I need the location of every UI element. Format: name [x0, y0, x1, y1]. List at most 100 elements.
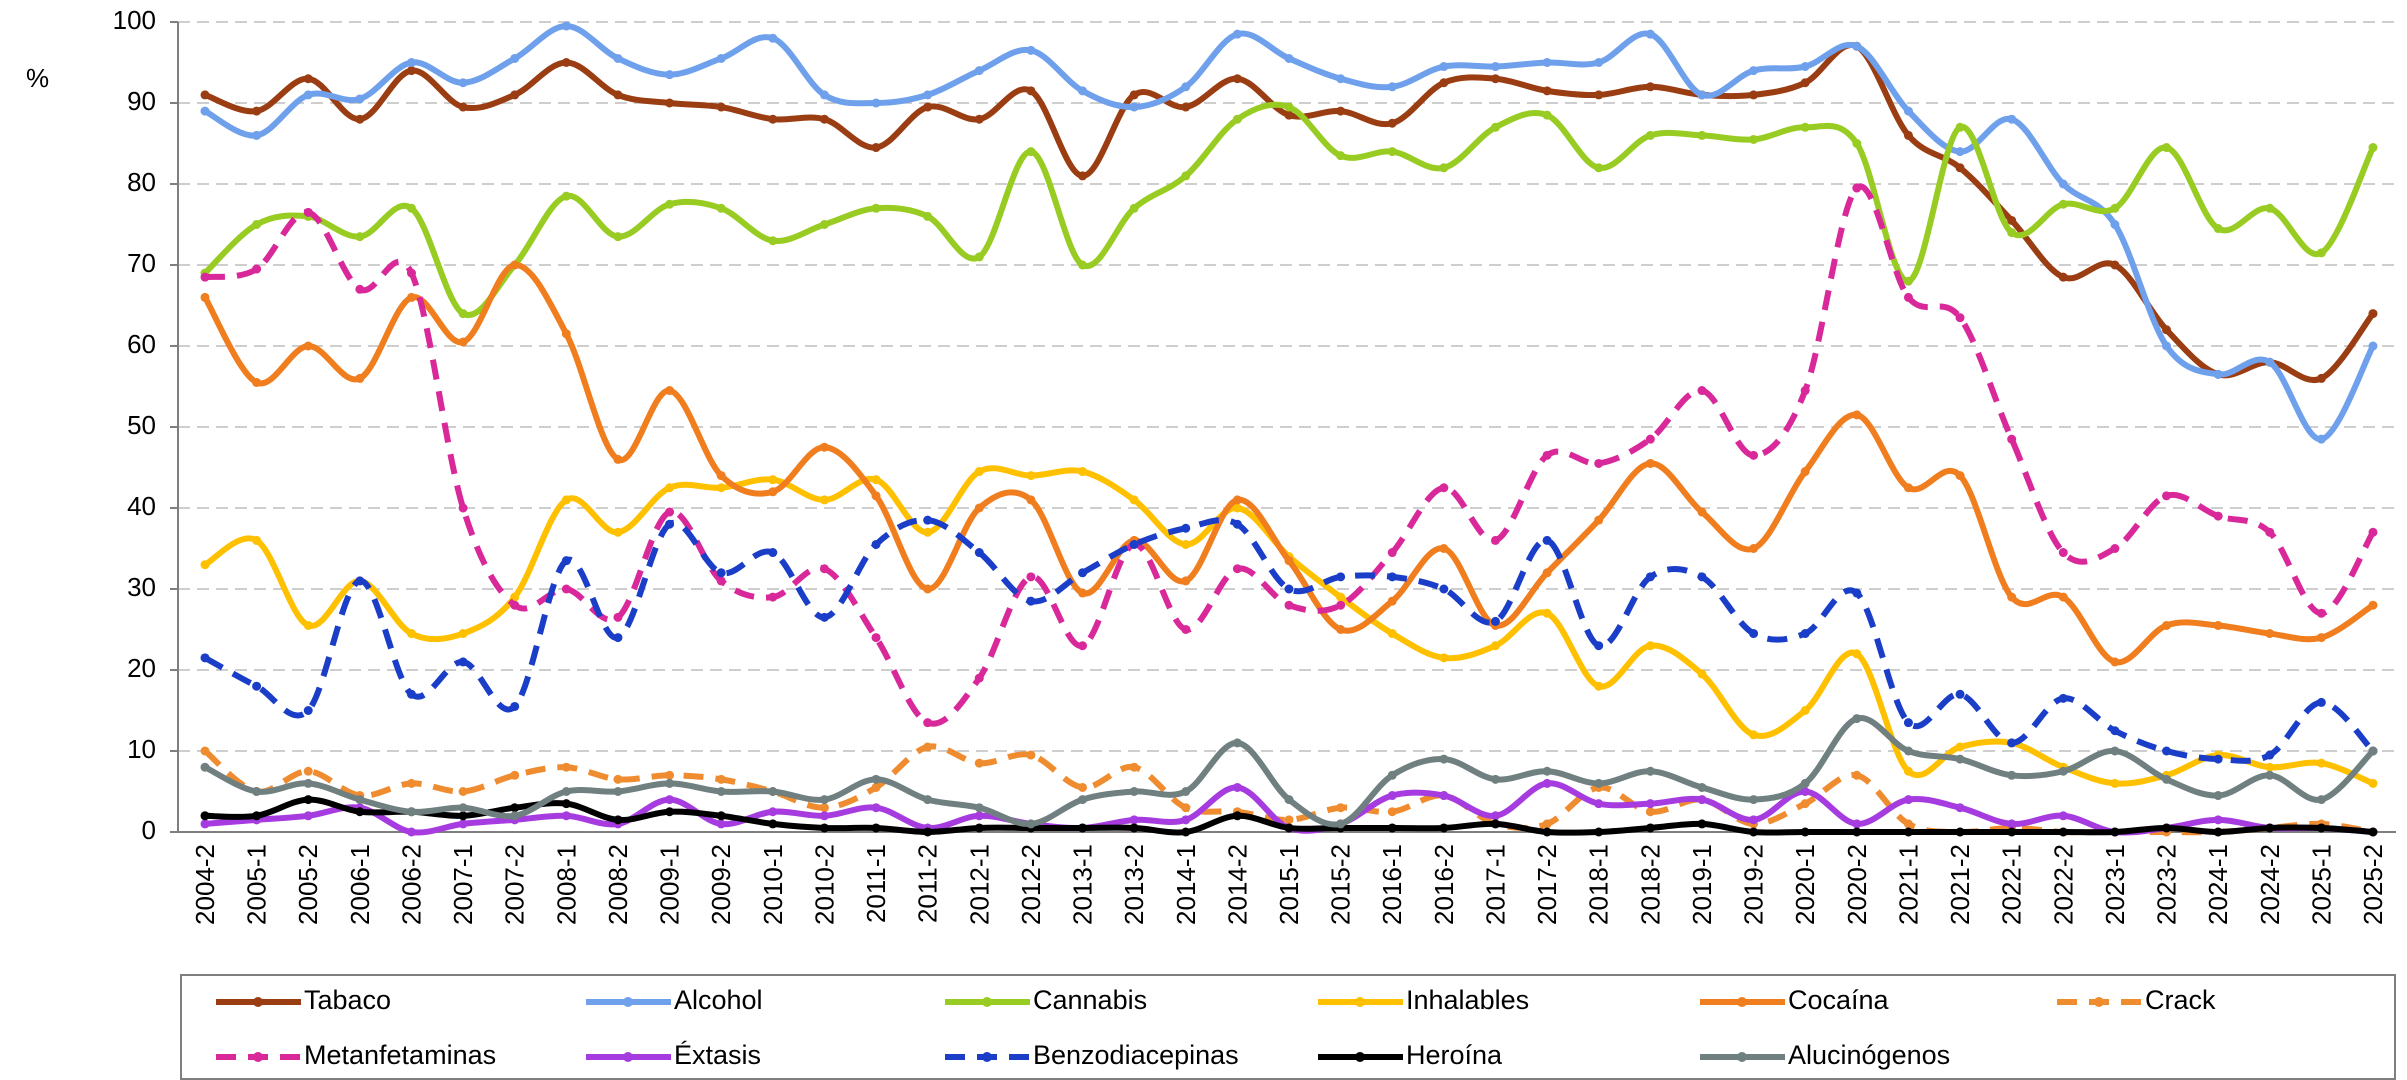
point: [1439, 62, 1449, 72]
point: [2110, 203, 2120, 213]
y-tick-label: 20: [127, 653, 156, 683]
point: [716, 568, 726, 578]
x-tick-label: 2019-2: [1739, 844, 1769, 925]
point: [2110, 657, 2120, 667]
point: [1284, 110, 1294, 120]
point: [1594, 90, 1604, 100]
point: [1181, 523, 1191, 533]
legend-marker: [2094, 997, 2104, 1007]
point: [665, 98, 675, 108]
point: [1542, 819, 1552, 829]
point: [1800, 122, 1810, 132]
y-tick-label: 80: [127, 167, 156, 197]
point: [2213, 827, 2223, 837]
point: [2058, 179, 2068, 189]
point: [1852, 819, 1862, 829]
point: [1749, 815, 1759, 825]
point: [1078, 588, 1088, 598]
point: [1232, 811, 1242, 821]
point: [252, 264, 262, 274]
point: [2213, 815, 2223, 825]
point: [561, 787, 571, 796]
point: [252, 106, 262, 116]
point: [1387, 823, 1397, 833]
x-tick-label: 2006-1: [345, 844, 375, 925]
point: [2316, 823, 2326, 833]
point: [1439, 163, 1449, 173]
point: [923, 718, 933, 728]
point: [1955, 689, 1965, 699]
point: [1490, 122, 1500, 132]
point: [355, 795, 365, 805]
point: [1232, 29, 1242, 39]
legend-marker: [1737, 997, 1747, 1007]
point: [1284, 102, 1294, 112]
point: [1439, 791, 1449, 801]
point: [458, 337, 468, 347]
point: [2316, 373, 2326, 383]
point: [510, 53, 520, 63]
x-tick-label: 2009-2: [706, 844, 736, 925]
point: [561, 584, 571, 594]
point: [1387, 82, 1397, 92]
point: [871, 143, 881, 153]
point: [2162, 620, 2172, 630]
point: [2058, 199, 2068, 209]
point: [1749, 629, 1759, 639]
point: [1697, 507, 1707, 517]
x-tick-label: 2020-1: [1790, 844, 1820, 925]
point: [1284, 584, 1294, 594]
point: [1439, 653, 1449, 663]
point: [1594, 778, 1604, 788]
point: [1645, 82, 1655, 92]
x-tick-label: 2004-2: [190, 844, 220, 925]
point: [665, 507, 675, 517]
point: [1439, 584, 1449, 594]
x-tick-label: 2021-2: [1945, 844, 1975, 925]
point: [355, 114, 365, 124]
series-line: [202, 101, 2376, 319]
legend-label: Crack: [2145, 985, 2216, 1015]
x-tick-label: 2014-1: [1171, 844, 1201, 925]
point: [1542, 766, 1552, 776]
point: [974, 548, 984, 558]
point: [1181, 803, 1191, 813]
point: [1232, 114, 1242, 124]
point: [1026, 572, 1036, 582]
point: [1387, 572, 1397, 582]
point: [2162, 491, 2172, 501]
legend-label: Metanfetaminas: [304, 1040, 496, 1070]
point: [458, 629, 468, 639]
point: [2058, 693, 2068, 703]
x-tick-label: 2020-2: [1842, 844, 1872, 925]
point: [200, 272, 210, 282]
point: [2162, 341, 2172, 351]
point: [1645, 458, 1655, 468]
point: [406, 778, 416, 788]
point: [819, 90, 829, 100]
point: [406, 807, 416, 817]
point: [1697, 819, 1707, 829]
point: [1542, 535, 1552, 545]
point: [1697, 130, 1707, 140]
x-tick-label: 2017-1: [1480, 844, 1510, 925]
point: [200, 762, 210, 772]
legend-marker: [982, 997, 992, 1007]
point: [1852, 649, 1862, 659]
point: [561, 21, 571, 31]
point: [974, 66, 984, 76]
point: [665, 199, 675, 209]
point: [1594, 58, 1604, 67]
point: [1955, 313, 1965, 323]
point: [2162, 143, 2172, 153]
point: [2058, 548, 2068, 558]
legend-marker: [253, 1052, 263, 1062]
point: [871, 203, 881, 213]
point: [561, 556, 571, 566]
x-tick-label: 2015-2: [1326, 844, 1356, 925]
point: [561, 799, 571, 809]
point: [510, 600, 520, 610]
point: [1594, 641, 1604, 651]
point: [1078, 641, 1088, 651]
x-tick-label: 2015-1: [1274, 844, 1304, 925]
